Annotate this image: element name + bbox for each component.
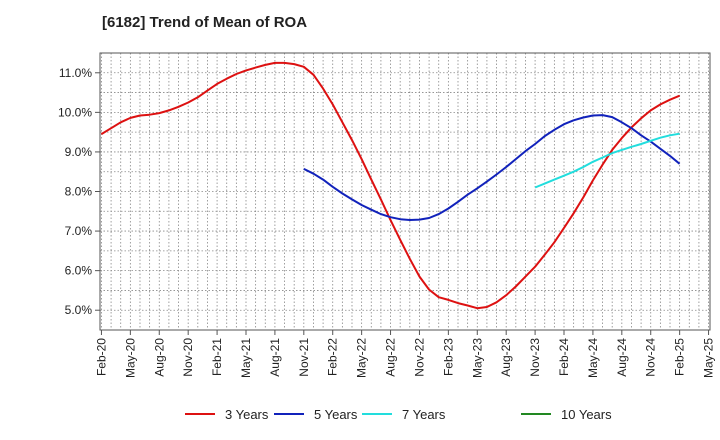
x-tick-label: Feb-20 (94, 338, 108, 376)
y-tick-label: 8.0% (65, 185, 93, 199)
legend-label-2: 5 Years (314, 407, 358, 422)
x-tick-label: Feb-22 (326, 338, 340, 376)
x-tick-label: Aug-23 (499, 338, 513, 377)
x-tick-label: Nov-24 (644, 338, 658, 377)
y-tick-label: 5.0% (65, 303, 93, 317)
x-tick-label: Feb-24 (557, 338, 571, 376)
series-line-2 (303, 114, 681, 221)
x-tick-label: May-23 (470, 338, 484, 378)
legend-label-1: 3 Years (225, 407, 269, 422)
x-tick-label: Aug-24 (615, 338, 629, 377)
x-tick-label: May-20 (123, 338, 137, 378)
series-line-3 (534, 132, 680, 189)
x-tick-label: May-21 (239, 338, 253, 378)
y-tick-label: 11.0% (59, 66, 92, 80)
y-tick-label: 9.0% (65, 145, 93, 159)
x-tick-label: May-25 (702, 338, 716, 378)
y-tick-label: 10.0% (58, 105, 92, 119)
x-tick-label: Feb-21 (210, 338, 224, 376)
legend-label-3: 7 Years (402, 407, 446, 422)
legend: 3 Years 5 Years 7 Years 10 Years (185, 407, 612, 422)
x-tick-label: Aug-20 (152, 338, 166, 377)
x-tick-label: Nov-22 (412, 338, 426, 377)
x-tick-label: May-24 (586, 338, 600, 378)
x-tick-label: Feb-23 (441, 338, 455, 376)
chart-title: [6182] Trend of Mean of ROA (102, 14, 308, 31)
x-tick-label: Nov-20 (181, 338, 195, 377)
x-tick-label: Nov-21 (297, 338, 311, 377)
x-tick-label: Nov-23 (528, 338, 542, 377)
x-tick-label: Feb-25 (673, 338, 687, 376)
x-tick-label: May-22 (355, 338, 369, 378)
series-lines (100, 61, 681, 310)
series-line-1 (100, 61, 680, 310)
y-tick-label: 6.0% (65, 264, 93, 278)
x-tick-label: Aug-22 (384, 338, 398, 377)
x-tick-label: Aug-21 (268, 338, 282, 377)
y-tick-label: 7.0% (65, 224, 93, 238)
axes: 5.0% 6.0% 7.0% 8.0% 9.0% 10.0% 11.0% Feb-20 May-… (58, 52, 716, 378)
legend-label-4: 10 Years (561, 407, 612, 422)
